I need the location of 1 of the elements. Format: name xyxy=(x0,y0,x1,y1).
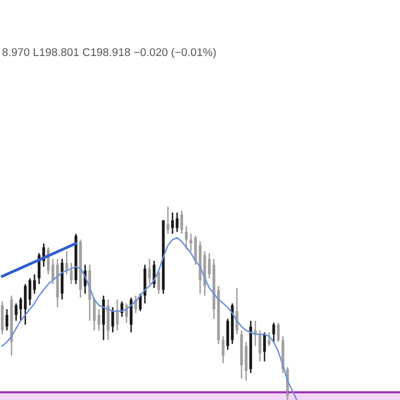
text: 8.970 L198.801 C198.918 −0.020 (−0.01%) xyxy=(2,48,216,58)
